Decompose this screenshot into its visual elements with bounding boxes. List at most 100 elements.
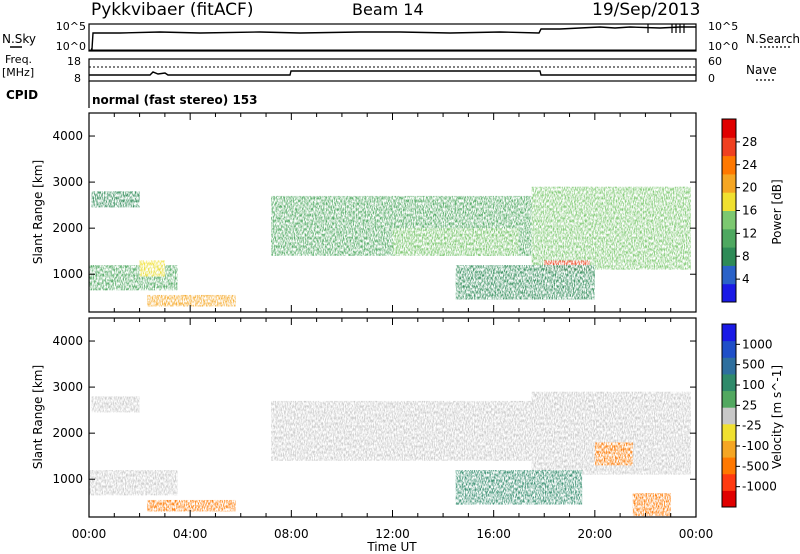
nave-label: Nave: [746, 63, 777, 77]
time-tick-label: 08:00: [274, 527, 309, 541]
colorbar-cell: [722, 228, 736, 248]
time-axis-label: Time UT: [366, 540, 417, 554]
colorbar-cell: [722, 283, 736, 303]
freq-line: [89, 70, 696, 76]
date-title: 19/Sep/2013: [592, 0, 701, 20]
colorbar-cell: [722, 340, 736, 358]
velocity-range-label: Slant Range [km]: [31, 365, 45, 469]
power-panel: 1000 2000 3000 4000 Slant Range [km] 4 8 12 16…: [31, 112, 784, 313]
echo-band: [147, 294, 236, 307]
range-tick-label: 4000: [52, 129, 83, 143]
power-colorbar: 4 8 12 16 20 24 28: [721, 118, 757, 303]
colorbar-cell: [722, 155, 736, 175]
time-tick-label: 16:00: [476, 527, 511, 541]
noise-left-tick-bottom: 10^0: [56, 40, 86, 53]
power-range-label: Slant Range [km]: [31, 160, 45, 264]
noise-left-label: N.Sky: [2, 32, 36, 46]
velocity-data: [89, 391, 691, 517]
velocity-panel: 1000 2000 3000 4000 Slant Range [km] 1000 50…: [31, 317, 784, 518]
velocity-colorbar-label: Velocity [m s^-1]: [770, 365, 784, 469]
echo-band: [594, 442, 633, 466]
noise-panel: N.Sky 10^5 10^0 10^5 10^0 N.Search: [2, 20, 800, 53]
noise-spikes: [647, 24, 685, 33]
time-tick-label: 00:00: [72, 527, 107, 541]
echo-band: [91, 396, 140, 413]
time-tick-labels: 00:00 04:00 08:00 12:00 16:00 20:00 00:00: [72, 527, 714, 541]
colorbar-cell: [722, 373, 736, 392]
range-tick-label: 3000: [52, 380, 83, 394]
colorbar-tick-label: 500: [742, 358, 765, 372]
colorbar-cell: [722, 357, 736, 375]
noise-right-tick-bottom: 10^0: [708, 40, 738, 53]
range-tick-label: 1000: [52, 267, 83, 281]
colorbar-tick-label: -1000: [742, 480, 777, 494]
range-tick-label: 2000: [52, 426, 83, 440]
colorbar-tick-label: 1000: [742, 337, 773, 351]
power-time-ticks: [88, 113, 697, 312]
time-tick-label: 12:00: [375, 527, 410, 541]
noise-left-tick-top: 10^5: [56, 20, 86, 33]
echo-band: [455, 265, 595, 300]
freq-left-tick-bottom: 8: [74, 72, 81, 85]
colorbar-cell: [722, 210, 736, 230]
colorbar-cell: [722, 390, 736, 408]
colorbar-cell: [722, 440, 736, 458]
colorbar-cell: [722, 423, 736, 441]
noise-right-tick-top: 10^5: [708, 20, 738, 33]
colorbar-tick-label: -100: [742, 439, 769, 453]
freq-right-tick-top: 60: [708, 55, 722, 68]
range-tick-label: 1000: [52, 472, 83, 486]
colorbar-tick-label: -25: [742, 419, 762, 433]
power-colorbar-label: Power [dB]: [770, 179, 784, 244]
freq-left-label-top: Freq.: [5, 53, 32, 66]
colorbar-cell: [722, 324, 736, 342]
beam-title: Beam 14: [352, 0, 424, 19]
echo-band: [91, 191, 140, 208]
echo-band: [392, 228, 519, 256]
power-data: [89, 186, 691, 307]
echo-band: [271, 400, 532, 461]
colorbar-cell: [722, 473, 736, 491]
echo-band: [531, 186, 691, 270]
range-tick-label: 4000: [52, 334, 83, 348]
colorbar-tick-label: 4: [742, 272, 750, 286]
freq-right-tick-bottom: 0: [708, 72, 715, 85]
power-range-ticks: 1000 2000 3000 4000: [52, 129, 696, 281]
echo-band: [89, 470, 178, 496]
colorbar-tick-label: 12: [742, 226, 757, 240]
noise-sky-line: [91, 26, 696, 50]
colorbar-cell: [722, 173, 736, 193]
colorbar-tick-label: 28: [742, 135, 757, 149]
station-title: Pykkvibaer (fitACF): [91, 0, 254, 20]
range-tick-label: 3000: [52, 175, 83, 189]
colorbar-cell: [722, 137, 736, 157]
colorbar-tick-label: -500: [742, 459, 769, 473]
time-tick-label: 04:00: [173, 527, 208, 541]
colorbar-cell: [722, 247, 736, 266]
colorbar-tick-label: 25: [742, 398, 757, 412]
velocity-colorbar: 1000 500 100 25 -25 -100 -500 -1000: [721, 323, 777, 508]
colorbar-tick-label: 20: [742, 181, 757, 195]
velocity-time-ticks: [88, 318, 697, 517]
noise-right-label: N.Search: [746, 32, 800, 46]
freq-panel: Freq. [MHz] 18 8 60 0 Nave CPID normal (…: [2, 53, 777, 108]
colorbar-cell: [722, 119, 736, 138]
echo-band: [455, 470, 583, 505]
colorbar-tick-label: 100: [742, 378, 765, 392]
echo-band: [139, 260, 165, 277]
colorbar-tick-label: 8: [742, 249, 750, 263]
colorbar-cell: [722, 490, 736, 508]
time-tick-label: 00:00: [679, 527, 714, 541]
echo-band: [632, 493, 671, 517]
colorbar-cell: [722, 457, 736, 475]
cpid-text: normal (fast stereo) 153: [92, 93, 258, 107]
range-tick-label: 2000: [52, 221, 83, 235]
time-tick-label: 20:00: [578, 527, 613, 541]
colorbar-tick-label: 24: [742, 158, 757, 172]
echo-band: [147, 499, 236, 512]
colorbar-cell: [722, 192, 736, 211]
colorbar-cell: [722, 407, 736, 425]
colorbar-tick-label: 16: [742, 204, 757, 218]
velocity-range-ticks: 1000 2000 3000 4000: [52, 334, 696, 486]
